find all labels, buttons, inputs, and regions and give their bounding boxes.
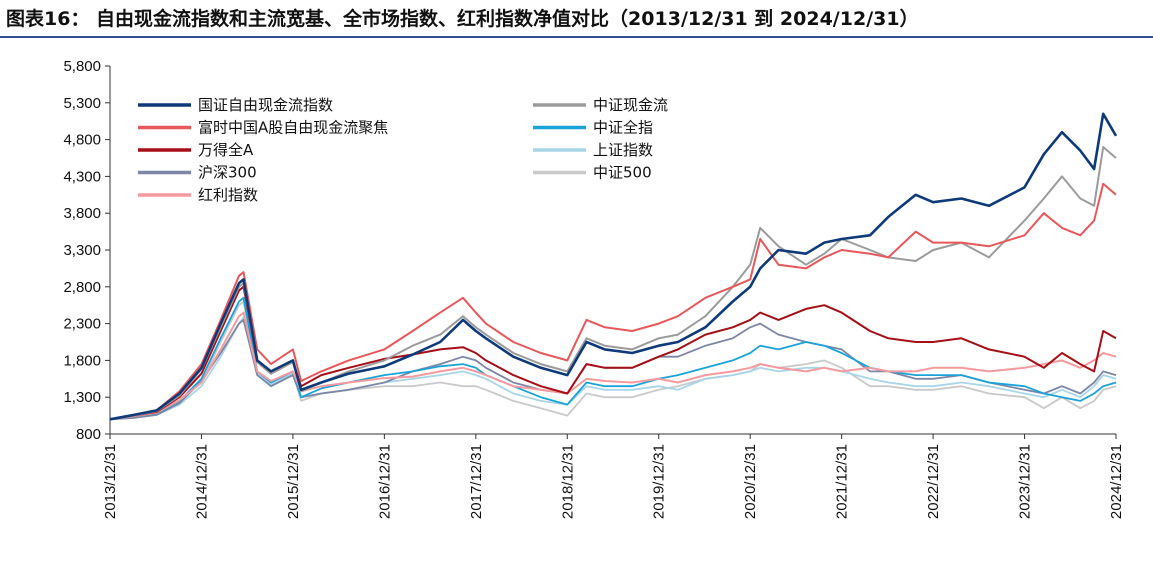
y-axis-ticks: 800 1,300 1,800 2,300 2,800 3,300 3,800 4,300 4,… bbox=[63, 58, 110, 443]
x-tick-label: 2013/12/31 bbox=[102, 444, 119, 519]
series-line bbox=[109, 319, 1117, 421]
x-axis-ticks: 2013/12/31 2014/12/31 2015/12/31 2016/12/31… bbox=[102, 434, 1125, 519]
x-tick-label: 2019/12/31 bbox=[651, 444, 668, 519]
x-tick-label: 2018/12/31 bbox=[559, 444, 576, 519]
series-layer bbox=[109, 112, 1118, 421]
x-tick-label: 2015/12/31 bbox=[285, 444, 302, 519]
series-line bbox=[109, 296, 1117, 421]
x-tick-label: 2017/12/31 bbox=[468, 444, 485, 519]
legend-label: 中证500 bbox=[593, 164, 652, 182]
legend-label: 中证现金流 bbox=[593, 96, 668, 114]
y-tick-label: 5,800 bbox=[63, 58, 101, 75]
legend-label: 国证自由现金流指数 bbox=[198, 96, 333, 114]
x-tick-label: 2021/12/31 bbox=[834, 444, 851, 519]
legend-label: 富时中国A股自由现金流聚焦 bbox=[198, 119, 388, 137]
legend-label: 红利指数 bbox=[198, 186, 258, 204]
series-line bbox=[109, 300, 1117, 421]
y-tick-label: 3,800 bbox=[63, 205, 101, 222]
x-tick-label: 2022/12/31 bbox=[925, 444, 942, 519]
chart-title: 图表16： 自由现金流指数和主流宽基、全市场指数、红利指数净值对比（2013/1… bbox=[6, 8, 919, 30]
y-tick-label: 2,300 bbox=[63, 316, 101, 333]
legend-label: 中证全指 bbox=[593, 119, 653, 137]
title-divider bbox=[0, 36, 1153, 38]
y-tick-label: 2,800 bbox=[63, 279, 101, 296]
y-tick-label: 4,300 bbox=[63, 168, 101, 185]
legend-label: 万得全A bbox=[198, 141, 254, 159]
series-line bbox=[109, 311, 1117, 421]
x-tick-label: 2014/12/31 bbox=[193, 444, 210, 519]
series-line bbox=[109, 182, 1117, 421]
y-tick-label: 4,800 bbox=[63, 132, 101, 149]
y-tick-label: 1,300 bbox=[63, 389, 101, 406]
y-tick-label: 5,300 bbox=[63, 95, 101, 112]
x-tick-label: 2020/12/31 bbox=[742, 444, 759, 519]
y-tick-label: 800 bbox=[76, 426, 101, 443]
y-tick-label: 1,800 bbox=[63, 352, 101, 369]
legend-label: 沪深300 bbox=[198, 164, 257, 182]
legend-label: 上证指数 bbox=[593, 141, 653, 159]
y-tick-label: 3,300 bbox=[63, 242, 101, 259]
x-tick-label: 2023/12/31 bbox=[1017, 444, 1034, 519]
x-tick-label: 2024/12/31 bbox=[1108, 444, 1125, 519]
x-tick-label: 2016/12/31 bbox=[376, 444, 393, 519]
series-line bbox=[109, 112, 1118, 421]
